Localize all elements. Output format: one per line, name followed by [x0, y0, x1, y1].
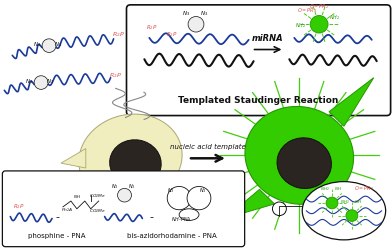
Ellipse shape [110, 140, 161, 187]
Circle shape [167, 187, 191, 210]
FancyBboxPatch shape [127, 6, 390, 116]
Text: bis-azidorhodamine - PNA: bis-azidorhodamine - PNA [127, 232, 217, 238]
Text: $N_3$: $N_3$ [129, 182, 136, 190]
Text: $R_2P$: $R_2P$ [109, 71, 122, 80]
Text: $R_2P$: $R_2P$ [166, 30, 178, 39]
Ellipse shape [79, 114, 182, 203]
Text: -: - [149, 212, 153, 222]
Polygon shape [225, 190, 274, 219]
Text: $CO_2Me$: $CO_2Me$ [89, 207, 105, 214]
Ellipse shape [179, 209, 199, 220]
Text: $N_3$: $N_3$ [182, 10, 191, 18]
Polygon shape [329, 78, 374, 127]
Circle shape [188, 18, 204, 33]
Text: $NH$: $NH$ [334, 185, 342, 192]
Text: $N_3$: $N_3$ [111, 182, 118, 190]
Text: $N_3$: $N_3$ [33, 40, 42, 49]
Ellipse shape [302, 182, 386, 240]
Text: miRNA: miRNA [252, 34, 284, 42]
Text: $N_3$: $N_3$ [54, 40, 62, 49]
Text: -: - [55, 212, 59, 222]
Text: phosphine - PNA: phosphine - PNA [28, 232, 86, 238]
Text: $NH$: $NH$ [73, 192, 81, 199]
Text: $NH_2$: $NH_2$ [340, 197, 350, 205]
Text: $O=PR_2$: $O=PR_2$ [309, 2, 329, 11]
Text: $NH$: $NH$ [354, 197, 362, 204]
Text: $NH_2$: $NH_2$ [295, 21, 307, 30]
Text: $N_3$: $N_3$ [200, 10, 208, 18]
Circle shape [118, 189, 131, 202]
Circle shape [310, 16, 328, 34]
Circle shape [42, 40, 56, 53]
Text: $Ph_2A$: $Ph_2A$ [61, 206, 73, 214]
Ellipse shape [245, 107, 354, 204]
Text: $NH_2$: $NH_2$ [329, 14, 340, 22]
Circle shape [187, 187, 211, 210]
Text: $N_3$: $N_3$ [199, 186, 207, 194]
Text: $N_3$: $N_3$ [46, 77, 54, 86]
Text: $N_3$: $N_3$ [25, 77, 33, 86]
Text: Templated Staudinger Reaction: Templated Staudinger Reaction [178, 96, 339, 104]
Circle shape [272, 202, 286, 216]
Polygon shape [61, 149, 86, 168]
Text: $N_3$: $N_3$ [167, 186, 175, 194]
Text: $NH_2$: $NH_2$ [320, 185, 330, 192]
Text: $R_2P$: $R_2P$ [146, 23, 158, 32]
Text: $O=PR_2$: $O=PR_2$ [354, 184, 374, 192]
Text: $R_2P$: $R_2P$ [112, 30, 125, 39]
FancyBboxPatch shape [2, 171, 245, 247]
Circle shape [34, 76, 48, 90]
Text: $O=PR_3$: $O=PR_3$ [297, 6, 317, 14]
Ellipse shape [277, 138, 331, 189]
Circle shape [326, 197, 338, 209]
Polygon shape [150, 192, 190, 212]
Text: $R_2P$: $R_2P$ [13, 201, 25, 210]
Text: $NH$-PNA: $NH$-PNA [171, 214, 192, 222]
Text: nucleic acid template: nucleic acid template [170, 143, 246, 149]
Circle shape [346, 210, 358, 222]
Text: $CO_2Me$: $CO_2Me$ [89, 192, 105, 199]
